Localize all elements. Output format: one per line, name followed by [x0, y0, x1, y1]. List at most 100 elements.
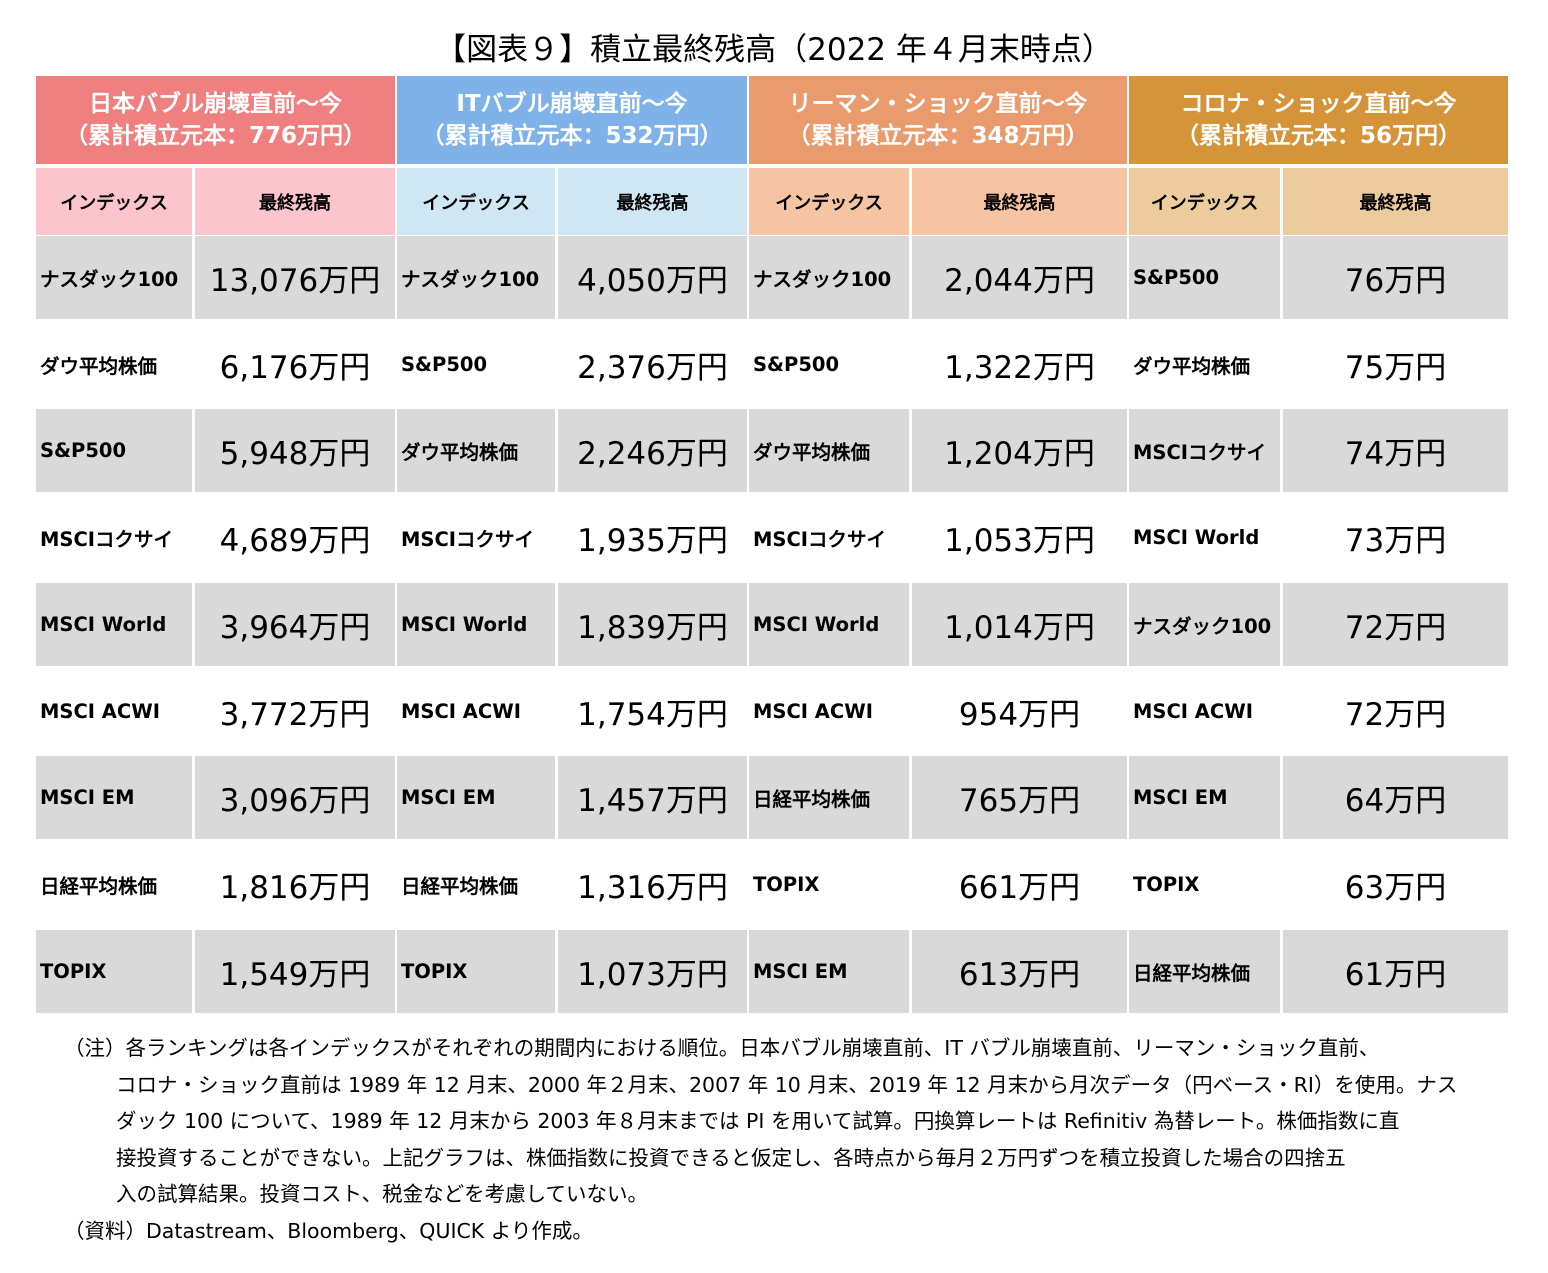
final-balance-value: 1,204万円	[912, 409, 1127, 493]
final-balance-value: 1,935万円	[577, 523, 728, 560]
final-balance-value: 3,772万円	[219, 696, 371, 733]
index-name: TOPIX	[397, 929, 555, 1013]
group-header-period: コロナ・ショック直前〜今	[1180, 91, 1457, 117]
final-balance-value: 2,376万円	[577, 349, 728, 386]
group-header: 日本バブル崩壊直前〜今 （累計積立元本：776万円）	[36, 76, 395, 164]
column-header-balance: 最終残高	[1283, 168, 1508, 235]
column-header-index: インデックス	[397, 168, 555, 235]
final-balance-value: 765万円	[912, 756, 1127, 840]
note-line-1: （注）各ランキングは各インデックスがそれぞれの期間内における順位。日本バブル崩壊…	[64, 1036, 1380, 1060]
final-balance-value: 1,816万円	[219, 869, 371, 906]
index-name: ナスダック100	[1129, 582, 1280, 666]
index-name: MSCIコクサイ	[753, 528, 887, 552]
group-header-principal: （累計積立元本：56万円）	[1175, 123, 1461, 149]
final-balance-value: 1,073万円	[558, 929, 747, 1013]
final-balance-value: 1,754万円	[577, 696, 728, 733]
final-balance-value: 63万円	[1344, 869, 1447, 906]
group-header: コロナ・ショック直前〜今 （累計積立元本：56万円）	[1129, 76, 1508, 164]
final-balance-value: 73万円	[1344, 523, 1447, 560]
column-header-index: インデックス	[1129, 168, 1280, 235]
index-name: 日経平均株価	[749, 756, 909, 840]
final-balance-value: 4,050万円	[558, 236, 747, 319]
index-name: TOPIX	[36, 929, 192, 1013]
column-header-index: インデックス	[36, 168, 192, 235]
final-balance-value: 3,096万円	[195, 756, 395, 840]
final-balance-value: 1,053万円	[944, 523, 1095, 560]
index-name: ナスダック100	[36, 236, 192, 319]
index-name: ダウ平均株価	[40, 354, 158, 378]
final-balance-value: 1,322万円	[944, 349, 1095, 386]
final-balance-value: 4,689万円	[219, 523, 371, 560]
index-name: MSCI ACWI	[753, 699, 873, 723]
final-balance-value: 72万円	[1283, 582, 1508, 666]
index-name: MSCI ACWI	[1133, 699, 1253, 723]
column-header-balance: 最終残高	[912, 168, 1127, 235]
index-name: S&P500	[36, 409, 192, 493]
group-header-period: リーマン・ショック直前〜今	[788, 91, 1088, 117]
final-balance-value: 2,246万円	[558, 409, 747, 493]
index-name: TOPIX	[753, 872, 820, 896]
group-header-principal: （累計積立元本：348万円）	[787, 123, 1089, 149]
index-name: 日経平均株価	[1129, 929, 1280, 1013]
final-balance-value: 75万円	[1344, 349, 1447, 386]
index-name: 日経平均株価	[401, 874, 519, 898]
index-name: ナスダック100	[397, 236, 555, 319]
column-header-balance: 最終残高	[558, 168, 747, 235]
index-name: S&P500	[753, 352, 840, 376]
index-name: MSCIコクサイ	[401, 528, 535, 552]
source-line: （資料）Datastream、Bloomberg、QUICK より作成。	[64, 1218, 593, 1243]
final-balance-value: 2,044万円	[912, 236, 1127, 319]
index-name: MSCI EM	[749, 929, 909, 1013]
final-balance-value: 1,549万円	[195, 929, 395, 1013]
group-header-period: ITバブル崩壊直前〜今	[456, 91, 688, 117]
final-balance-value: 61万円	[1283, 929, 1508, 1013]
ranking-table: 日本バブル崩壊直前〜今 （累計積立元本：776万円） インデックス 最終残高 ナスダック…	[36, 76, 1508, 1016]
index-name: MSCI World	[1133, 526, 1260, 550]
index-name: MSCIコクサイ	[1129, 409, 1280, 493]
index-name: MSCI ACWI	[40, 699, 160, 723]
index-name: S&P500	[1129, 236, 1280, 319]
final-balance-value: 76万円	[1283, 236, 1508, 319]
final-balance-value: 1,839万円	[558, 582, 747, 666]
final-balance-value: 1,014万円	[912, 582, 1127, 666]
index-name: ダウ平均株価	[1133, 354, 1251, 378]
final-balance-value: 1,457万円	[558, 756, 747, 840]
final-balance-value: 954万円	[958, 696, 1081, 733]
index-name: MSCI World	[397, 582, 555, 666]
final-balance-value: 6,176万円	[219, 349, 371, 386]
note-line-3: ダック 100 について、1989 年 12 月末から 2003 年８月末までは…	[116, 1109, 1400, 1133]
final-balance-value: 5,948万円	[195, 409, 395, 493]
index-name: ダウ平均株価	[397, 409, 555, 493]
note-line-5: 入の試算結果。投資コスト、税金などを考慮していない。	[116, 1182, 648, 1206]
index-name: S&P500	[401, 352, 488, 376]
note-line-2: コロナ・ショック直前は 1989 年 12 月末、2000 年２月末、2007 …	[116, 1072, 1458, 1097]
index-name: TOPIX	[1133, 872, 1200, 896]
final-balance-value: 661万円	[958, 869, 1081, 906]
group-header: ITバブル崩壊直前〜今 （累計積立元本：532万円）	[397, 76, 747, 164]
final-balance-value: 613万円	[912, 929, 1127, 1013]
index-name: ダウ平均株価	[749, 409, 909, 493]
group-header-period: 日本バブル崩壊直前〜今	[89, 91, 342, 117]
note-line-4: 接投資することができない。上記グラフは、株価指数に投資できると仮定し、各時点から…	[116, 1145, 1346, 1170]
index-name: MSCIコクサイ	[40, 528, 174, 552]
chart-title: 【図表９】積立最終残高（2022 年４月末時点）	[435, 32, 1113, 68]
final-balance-value: 1,316万円	[577, 869, 728, 906]
group-header-principal: （累計積立元本：776万円）	[64, 123, 366, 149]
final-balance-value: 72万円	[1344, 696, 1447, 733]
index-name: 日経平均株価	[40, 874, 158, 898]
index-name: MSCI ACWI	[401, 699, 521, 723]
group-header-principal: （累計積立元本：532万円）	[421, 123, 723, 149]
index-name: MSCI EM	[397, 756, 555, 840]
final-balance-value: 74万円	[1283, 409, 1508, 493]
index-name: MSCI EM	[1129, 756, 1280, 840]
group-header: リーマン・ショック直前〜今 （累計積立元本：348万円）	[749, 76, 1127, 164]
column-header-index: インデックス	[749, 168, 909, 235]
final-balance-value: 64万円	[1283, 756, 1508, 840]
column-header-balance: 最終残高	[195, 168, 395, 235]
final-balance-value: 3,964万円	[195, 582, 395, 666]
index-name: MSCI World	[749, 582, 909, 666]
final-balance-value: 13,076万円	[195, 236, 395, 319]
notes: （注）各ランキングは各インデックスがそれぞれの期間内における順位。日本バブル崩壊…	[64, 1030, 1494, 1249]
index-name: ナスダック100	[749, 236, 909, 319]
index-name: MSCI World	[36, 582, 192, 666]
